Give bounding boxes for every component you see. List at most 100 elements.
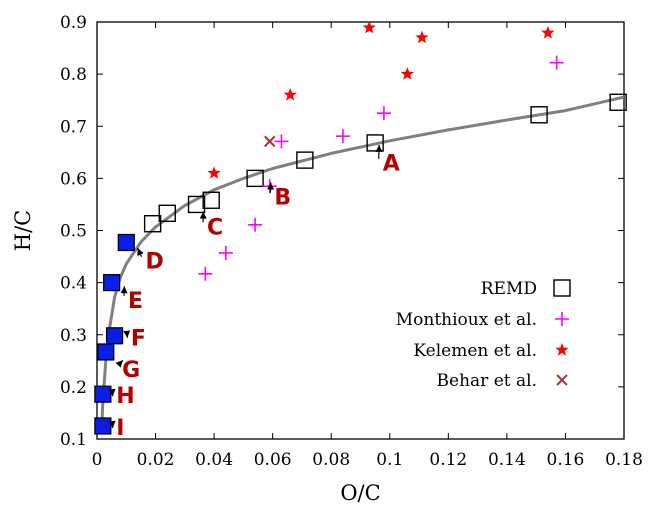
monthioux-point <box>376 106 391 121</box>
annotation-label: D <box>146 250 164 275</box>
remd-point <box>530 106 548 124</box>
fit-curve-layer <box>99 95 625 434</box>
remd-point <box>158 204 176 222</box>
y-tick-label: 0.8 <box>60 65 87 85</box>
remd-point <box>187 195 206 214</box>
annotation-label: C <box>207 215 223 240</box>
annotation-h: H <box>108 384 135 409</box>
x-tick-label: 0.02 <box>137 450 175 470</box>
annotation-e: E <box>120 286 143 314</box>
plot-area <box>96 21 625 440</box>
series-monthioux-et-al <box>198 55 564 281</box>
annotation-arrow-head <box>137 248 144 256</box>
plot-frame <box>96 21 625 440</box>
annotation-label: B <box>274 186 291 211</box>
annotation-arrow-head <box>267 182 275 190</box>
annotation-c: C <box>199 211 223 240</box>
annotation-b: B <box>267 182 291 211</box>
remd-point <box>202 191 220 209</box>
y-tick-label: 0.6 <box>60 169 87 189</box>
annotation-arrow-head <box>375 144 383 153</box>
remd-point <box>609 93 627 111</box>
remd-point <box>366 134 384 152</box>
legend-entry: Monthioux et al. <box>396 310 569 330</box>
series-remd-filled <box>94 233 135 435</box>
legend-label: Monthioux et al. <box>396 310 537 330</box>
legend-entry: REMD <box>481 279 571 299</box>
legend-entry: Kelemen et al. <box>413 341 569 361</box>
legend-entry: Behar et al. <box>437 371 568 391</box>
y-tick-label: 0.3 <box>60 326 87 346</box>
x-tick-label: 0.14 <box>488 450 526 470</box>
y-tick-label: 0.2 <box>60 378 87 398</box>
legend-label: REMD <box>481 279 537 299</box>
remd-point <box>296 151 314 169</box>
annotation-f: F <box>123 326 146 351</box>
remd-filled-point <box>103 274 121 292</box>
x-tick-label: 0.12 <box>429 450 467 470</box>
annotation-g: G <box>115 358 140 383</box>
y-axis: 0.1 0.2 0.3 0.4 0.5 0.6 0.7 0.8 0.9 <box>60 13 624 450</box>
annotation-arrow-head <box>120 286 128 294</box>
behar-point <box>264 135 276 148</box>
x-tick-label: 0 <box>92 450 103 470</box>
legend-marker <box>556 374 568 386</box>
annotation-arrow-head <box>199 211 207 219</box>
x-tick-label: 0.06 <box>254 450 292 470</box>
kelemen-point <box>541 25 555 39</box>
annotation-arrow-head <box>123 330 131 338</box>
series-kelemen-et-al <box>207 20 555 179</box>
y-axis-title: H/C <box>11 210 35 251</box>
annotation-arrow-head <box>115 360 123 368</box>
kelemen-point <box>415 30 429 44</box>
annotation-i: I <box>108 416 124 441</box>
annotation-label: A <box>383 152 400 177</box>
annotation-a: A <box>375 144 400 177</box>
monthioux-point <box>274 134 289 149</box>
remd-filled-point <box>117 233 135 252</box>
remd-filled-point <box>105 327 124 345</box>
legend-marker <box>555 343 569 356</box>
kelemen-point <box>362 20 376 34</box>
remd-filled-point <box>97 343 115 361</box>
remd-point <box>246 169 264 188</box>
y-tick-label: 0.4 <box>60 274 87 294</box>
annotation-d: D <box>137 247 164 275</box>
monthioux-point <box>198 266 213 281</box>
x-axis-title: O/C <box>340 481 380 505</box>
kelemen-point <box>400 67 414 80</box>
annotation-label: H <box>116 384 134 409</box>
legend-marker <box>555 312 569 326</box>
legend-marker <box>553 279 571 297</box>
x-tick-label: 0.16 <box>547 450 585 470</box>
remd-filled-point <box>94 385 112 403</box>
annotation-arrow-head <box>108 388 116 397</box>
y-tick-label: 0.9 <box>60 13 87 33</box>
monthioux-point <box>248 217 263 232</box>
legend-label: Behar et al. <box>437 371 537 391</box>
annotation-label: E <box>128 289 143 314</box>
series-behar-et-al <box>264 135 276 148</box>
legend: REMD Monthioux et al. Kelemen et al. Behar … <box>396 279 571 391</box>
annotation-label: F <box>131 326 146 351</box>
monthioux-point <box>218 245 233 260</box>
fit-curve-line <box>99 95 625 434</box>
y-tick-label: 0.7 <box>60 117 87 137</box>
x-axis: 0 0.02 0.04 0.06 0.08 0.1 0.12 0.14 0.16 0.18 <box>92 22 643 470</box>
x-tick-label: 0.04 <box>195 450 233 470</box>
y-tick-label: 0.1 <box>60 430 87 450</box>
y-tick-label: 0.5 <box>60 222 87 242</box>
remd-filled-point <box>94 417 112 435</box>
x-tick-label: 0.08 <box>312 450 350 470</box>
remd-point <box>143 215 162 233</box>
annotation-label: I <box>116 416 124 441</box>
annotation-label: G <box>122 358 140 383</box>
annotation-arrow-head <box>108 420 116 428</box>
monthioux-point <box>549 55 564 70</box>
series-layer <box>94 20 627 435</box>
legend-label: Kelemen et al. <box>413 341 537 361</box>
x-tick-label: 0.1 <box>376 450 403 470</box>
series-remd <box>143 93 627 233</box>
